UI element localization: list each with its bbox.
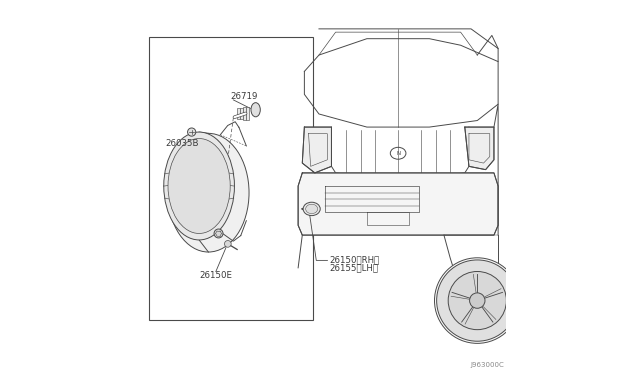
Ellipse shape [303, 202, 320, 216]
Circle shape [436, 260, 518, 341]
Circle shape [448, 272, 506, 330]
Bar [243, 107, 246, 120]
Text: 26150（RH）: 26150（RH） [330, 255, 380, 264]
Bar [239, 108, 243, 119]
Text: 26719: 26719 [231, 92, 258, 101]
Bar [237, 108, 241, 119]
Text: J963000C: J963000C [470, 362, 504, 368]
Polygon shape [302, 127, 332, 173]
Circle shape [188, 128, 196, 136]
Ellipse shape [251, 103, 260, 117]
Bar [246, 107, 248, 120]
Circle shape [225, 241, 231, 247]
Circle shape [435, 258, 520, 343]
Text: 26035B: 26035B [166, 139, 199, 148]
Polygon shape [298, 173, 498, 235]
Ellipse shape [168, 134, 249, 252]
Circle shape [470, 293, 485, 308]
Ellipse shape [164, 132, 234, 240]
Ellipse shape [168, 138, 230, 234]
Text: 26150E: 26150E [199, 271, 232, 280]
Circle shape [214, 229, 223, 238]
Text: 26155＜LH＞: 26155＜LH＞ [330, 264, 378, 273]
Text: N: N [396, 151, 400, 156]
Ellipse shape [306, 204, 317, 214]
Polygon shape [465, 127, 494, 170]
Bar [149, 37, 312, 320]
